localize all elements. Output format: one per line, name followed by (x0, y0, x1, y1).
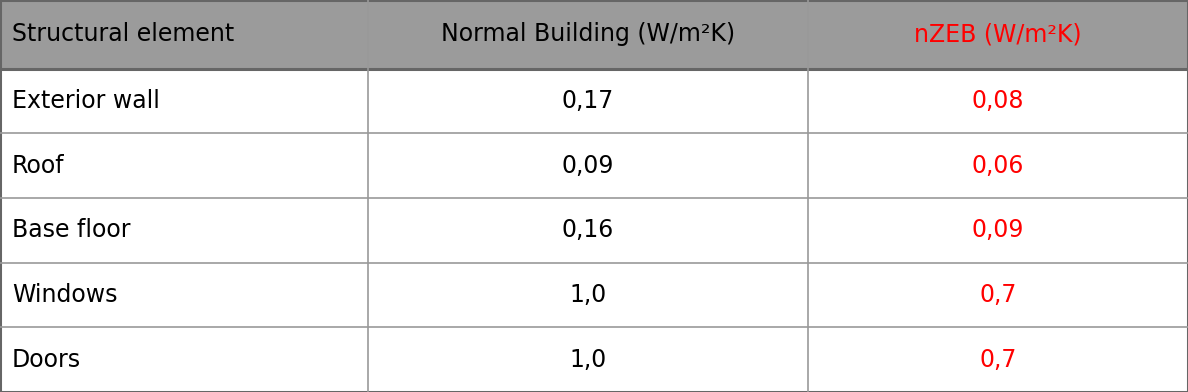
Bar (808, 69, 1188, 133)
Bar (0, 0, 368, 69)
Text: Doors: Doors (12, 348, 81, 372)
Text: Windows: Windows (12, 283, 118, 307)
Bar (0, 69, 368, 133)
Text: Roof: Roof (12, 154, 64, 178)
Bar (368, 0, 808, 69)
Text: 1,0: 1,0 (569, 348, 607, 372)
Text: 0,16: 0,16 (562, 218, 614, 242)
Text: 0,09: 0,09 (562, 154, 614, 178)
Bar (808, 327, 1188, 392)
Bar (808, 263, 1188, 327)
Bar (0, 327, 368, 392)
Text: 1,0: 1,0 (569, 283, 607, 307)
Bar (368, 69, 808, 133)
Text: 0,17: 0,17 (562, 89, 614, 113)
Bar (0, 198, 368, 263)
Bar (368, 263, 808, 327)
Text: 0,09: 0,09 (972, 218, 1024, 242)
Bar (368, 327, 808, 392)
Bar (0, 263, 368, 327)
Text: Structural element: Structural element (12, 22, 234, 46)
Text: Normal Building (W/m²K): Normal Building (W/m²K) (441, 22, 735, 46)
Bar (808, 0, 1188, 69)
Text: 0,7: 0,7 (979, 348, 1017, 372)
Text: 0,06: 0,06 (972, 154, 1024, 178)
Text: 0,08: 0,08 (972, 89, 1024, 113)
Text: nZEB (W/m²K): nZEB (W/m²K) (914, 22, 1082, 46)
Bar (368, 198, 808, 263)
Text: Base floor: Base floor (12, 218, 131, 242)
Bar (808, 133, 1188, 198)
Bar (808, 198, 1188, 263)
Bar (368, 133, 808, 198)
Text: 0,7: 0,7 (979, 283, 1017, 307)
Text: Exterior wall: Exterior wall (12, 89, 159, 113)
Bar (0, 133, 368, 198)
